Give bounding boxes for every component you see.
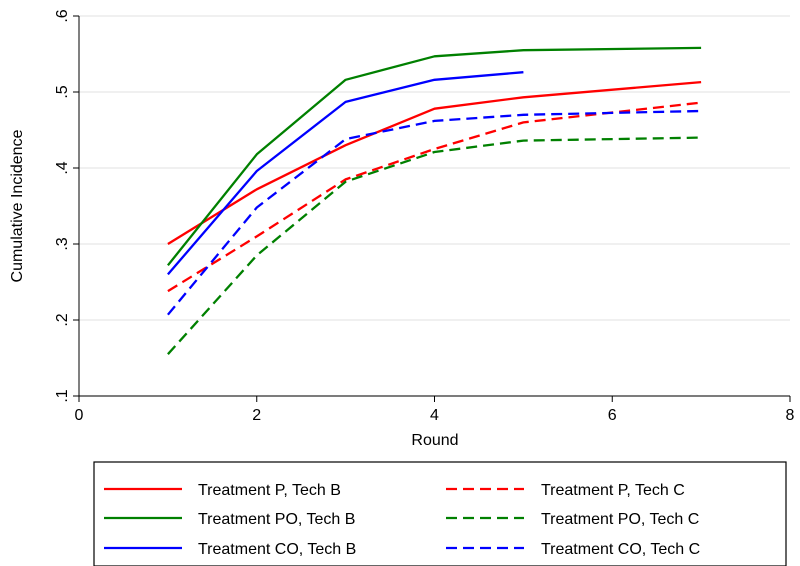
x-tick-label: 8	[786, 407, 795, 424]
legend-label-4: Treatment CO, Tech B	[198, 541, 356, 558]
legend-label-3: Treatment PO, Tech C	[541, 511, 699, 528]
legend-box	[93, 461, 787, 566]
legend: Treatment P, Tech B Treatment P, Tech C Tr…	[93, 461, 787, 566]
x-axis-label: Round	[411, 432, 458, 449]
legend-label-1: Treatment P, Tech C	[541, 482, 685, 499]
legend-label-2: Treatment PO, Tech B	[198, 511, 355, 528]
y-tick-label: .5	[54, 85, 71, 98]
gridlines	[79, 15, 790, 397]
x-tick-label: 4	[430, 407, 439, 424]
y-tick-label: .3	[54, 237, 71, 250]
tick-labels: .1 .2 .3 .4 .5 .6 0 2 4 6 8	[54, 9, 795, 424]
axes	[73, 15, 791, 402]
series-line-0	[167, 80, 702, 245]
y-axis-label: Cumulative Incidence	[9, 129, 26, 282]
y-tick-label: .6	[54, 9, 71, 22]
x-tick-label: 2	[252, 407, 261, 424]
series-line-1	[167, 101, 702, 293]
y-tick-label: .4	[54, 161, 71, 174]
series-line-2	[167, 46, 702, 267]
x-tick-label: 6	[608, 407, 617, 424]
y-tick-label: .2	[54, 313, 71, 326]
series-lines	[167, 46, 702, 355]
x-tick-label: 0	[75, 407, 84, 424]
legend-label-5: Treatment CO, Tech C	[541, 541, 700, 558]
series-line-3	[167, 136, 702, 355]
y-tick-label: .1	[54, 389, 71, 402]
legend-label-0: Treatment P, Tech B	[198, 482, 341, 499]
series-line-5	[167, 109, 702, 316]
series-line-4	[167, 71, 524, 276]
